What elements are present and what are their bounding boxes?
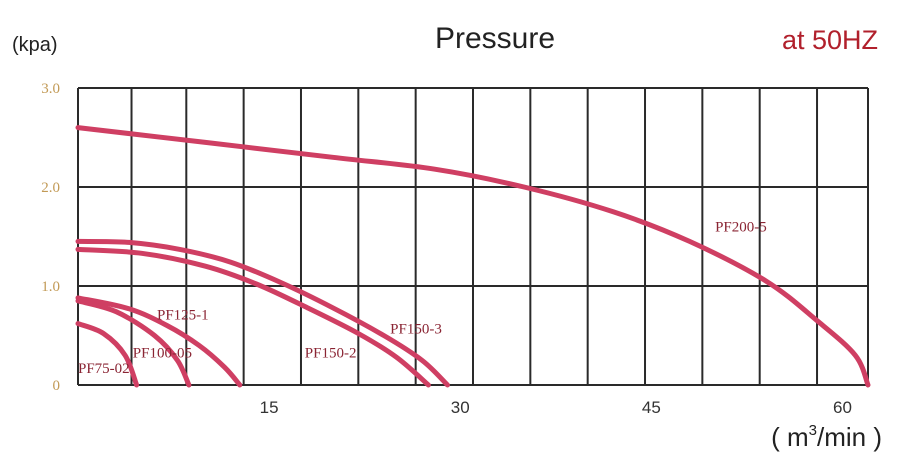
series-labels: PF200-5 PF150-3 PF150-2 PF125-1 PF100-05PF75… bbox=[78, 220, 767, 378]
series-line-pf75-02 bbox=[75, 321, 140, 388]
series-label-pf150-3: PF150-3 bbox=[390, 322, 442, 338]
y-tick-labels: 0 1.0 2.0 3.0 bbox=[41, 81, 60, 394]
x-tick-label: 45 bbox=[642, 398, 661, 417]
x-tick-label: 30 bbox=[451, 398, 470, 417]
x-axis-label-exponent: 3 bbox=[809, 422, 817, 439]
x-axis-label: ( m3/min ) bbox=[771, 422, 882, 452]
x-tick-labels: 15 30 45 60 bbox=[260, 398, 852, 417]
x-axis-label-tail: /min ) bbox=[817, 422, 882, 452]
series-label-pf100-05: PF100-05 bbox=[133, 345, 192, 361]
x-tick-label: 15 bbox=[260, 398, 279, 417]
y-tick-label: 2.0 bbox=[41, 180, 60, 196]
grid bbox=[77, 87, 869, 386]
y-tick-label: 3.0 bbox=[41, 81, 60, 97]
x-axis-label-unit: ( m bbox=[771, 422, 809, 452]
y-axis-label: (kpa) bbox=[12, 34, 58, 56]
series-lines bbox=[75, 125, 871, 388]
y-tick-label: 1.0 bbox=[41, 279, 60, 295]
x-tick-label: 60 bbox=[833, 398, 852, 417]
series-line-pf125-1 bbox=[75, 295, 243, 388]
frequency-label: at 50HZ bbox=[782, 25, 878, 55]
series-label-pf125-1: PF125-1 bbox=[157, 308, 209, 324]
series-line-pf150-3 bbox=[75, 238, 450, 388]
series-line-pf150-2 bbox=[75, 246, 431, 388]
series-line-pf200-5 bbox=[75, 125, 871, 388]
y-tick-label: 0 bbox=[53, 378, 61, 394]
series-label-pf150-2: PF150-2 bbox=[305, 345, 357, 361]
series-label-pf75-02: PF75-02 bbox=[78, 361, 130, 377]
chart-title: Pressure bbox=[435, 22, 555, 55]
series-label-pf200-5: PF200-5 bbox=[715, 220, 767, 236]
series-line-pf100-05 bbox=[75, 298, 192, 388]
